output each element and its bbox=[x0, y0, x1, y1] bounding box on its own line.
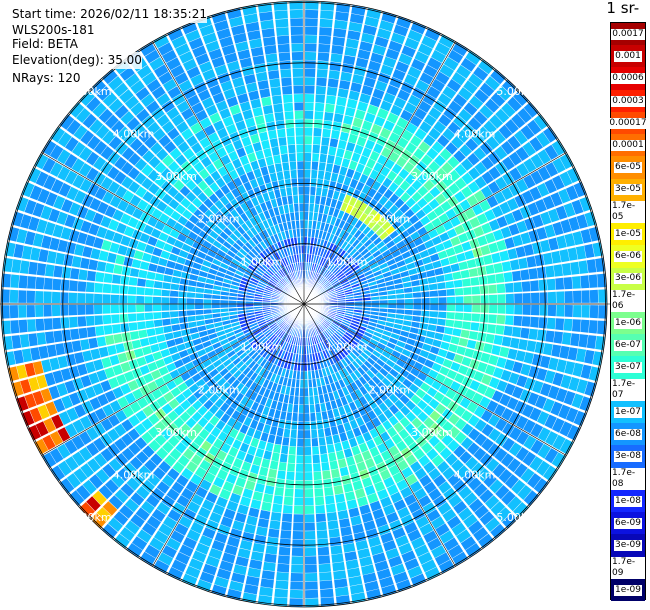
range-ring-labels: 1.00km 1.00km 1.00km 1.00km 2.00km 2.00km 2.00… bbox=[70, 85, 538, 524]
range-ring-label: 4.00km bbox=[113, 469, 155, 482]
colorbar-step: 0.0003 bbox=[611, 89, 645, 113]
range-ring-label: 1.00km bbox=[326, 255, 368, 268]
range-ring-label: 2.00km bbox=[198, 213, 240, 226]
range-ring-label: 3.00km bbox=[411, 170, 453, 183]
range-ring-label: 1.00km bbox=[326, 341, 368, 354]
range-ring-label: 5.00km bbox=[70, 511, 112, 524]
colorbar-tick-label: 0.0006 bbox=[611, 73, 645, 85]
colorbar-tick-label: 1e-07 bbox=[614, 406, 642, 418]
colorbar-step: 1.7e-08 bbox=[611, 467, 645, 491]
nrays-text: NRays: 120 bbox=[12, 71, 81, 85]
colorbar-step: 6e-08 bbox=[611, 423, 645, 446]
range-ring-label: 2.00km bbox=[369, 383, 411, 396]
colorbar-step: 1.7e-09 bbox=[611, 556, 645, 580]
colorbar-step: 3e-07 bbox=[611, 356, 645, 380]
colorbar-step: 1.7e-05 bbox=[611, 200, 645, 224]
start-time-text: Start time: 2026/02/11 18:35:21 bbox=[12, 6, 207, 23]
colorbar-tick-label: 6e-09 bbox=[614, 517, 642, 529]
ppi-scan-plot: 1.00km 1.00km 1.00km 1.00km 2.00km 2.00km 2.00… bbox=[0, 0, 610, 608]
range-ring-label: 5.00km bbox=[496, 85, 538, 98]
colorbar-tick-label: 1.7e-07 bbox=[611, 379, 645, 402]
colorbar-step: 3e-05 bbox=[611, 178, 645, 202]
range-ring-label: 4.00km bbox=[454, 128, 496, 141]
colorbar-step: 0.0006 bbox=[611, 67, 645, 91]
colorbar-tick-label: 1e-06 bbox=[614, 317, 642, 329]
range-ring-label: 1.00km bbox=[241, 341, 283, 354]
colorbar-tick-label: 3e-05 bbox=[614, 184, 642, 196]
colorbar-step: 0.001 bbox=[611, 45, 645, 68]
colorbar-tick-label: 6e-05 bbox=[614, 162, 642, 174]
colorbar-step: 6e-06 bbox=[611, 245, 645, 269]
colorbar-tick-label: 1e-05 bbox=[614, 228, 642, 240]
colorbar-step: 1.7e-06 bbox=[611, 289, 645, 313]
range-ring-label: 4.00km bbox=[113, 128, 155, 141]
colorbar-tick-label: 1e-09 bbox=[614, 584, 642, 596]
range-ring-label: 1.00km bbox=[241, 255, 283, 268]
colorbar-tick-label: 0.00017 bbox=[608, 117, 648, 129]
colorbar-step: 3e-06 bbox=[611, 267, 645, 291]
range-ring-label: 5.00km bbox=[496, 511, 538, 524]
colorbar-tick-label: 1.7e-08 bbox=[611, 467, 645, 490]
range-ring-label: 4.00km bbox=[454, 469, 496, 482]
colorbar-step: 1e-07 bbox=[611, 400, 645, 424]
range-ring-label: 2.00km bbox=[369, 213, 411, 226]
colorbar-step: 6e-05 bbox=[611, 156, 645, 180]
elevation-text: Elevation(deg): 35.00 bbox=[12, 52, 142, 69]
colorbar-tick-label: 1.7e-05 bbox=[611, 201, 645, 224]
range-ring-label: 2.00km bbox=[198, 383, 240, 396]
colorbar-step: 0.00017 bbox=[608, 111, 648, 135]
colorbar-step: 6e-07 bbox=[611, 334, 645, 357]
colorbar-title: -1 sr- bbox=[607, 0, 640, 17]
colorbar-step: 1e-06 bbox=[611, 312, 645, 335]
range-ring-label: 3.00km bbox=[155, 426, 197, 439]
colorbar-tick-label: 1.7e-09 bbox=[611, 556, 645, 579]
colorbar-tick-label: 3e-06 bbox=[614, 273, 642, 285]
colorbar-step: 0.0001 bbox=[611, 134, 645, 157]
range-rings bbox=[0, 0, 608, 608]
field-text: Field: BETA bbox=[12, 37, 78, 51]
colorbar-tick-label: 3e-07 bbox=[614, 362, 642, 374]
colorbar-tick-label: 6e-08 bbox=[614, 429, 642, 440]
colorbar-tick-label: 1e-08 bbox=[614, 495, 642, 507]
colorbar-step: 3e-08 bbox=[611, 445, 645, 469]
colorbar-tick-label: 0.0017 bbox=[611, 28, 645, 40]
range-ring-label: 3.00km bbox=[155, 170, 197, 183]
colorbar-tick-label: 1.7e-06 bbox=[611, 290, 645, 313]
range-ring-label: 3.00km bbox=[411, 426, 453, 439]
instrument-text: WLS200s-181 bbox=[12, 23, 95, 37]
colorbar-step: 1.7e-07 bbox=[611, 378, 645, 402]
colorbar-tick-label: 0.0003 bbox=[611, 95, 645, 107]
colorbar-tick-label: 3e-08 bbox=[614, 451, 642, 463]
colorbar-step: 1e-08 bbox=[611, 489, 645, 513]
range-ring-label: 5.00km bbox=[70, 85, 112, 98]
colorbar-step: 1e-09 bbox=[611, 578, 645, 602]
colorbar-tick-label: 0.0001 bbox=[611, 140, 645, 151]
colorbar-step: 0.0017 bbox=[611, 23, 645, 46]
azimuth-grid bbox=[0, 1, 610, 607]
colorbar: 0.0017 0.001 0.0006 0.0003 0.00017 0.0001 6e-0… bbox=[608, 22, 648, 602]
ppi-range-bins bbox=[1, 1, 607, 607]
colorbar-tick-label: 6e-06 bbox=[614, 251, 642, 263]
colorbar-tick-label: 6e-07 bbox=[614, 340, 642, 352]
colorbar-step: 3e-09 bbox=[611, 534, 645, 558]
colorbar-step: 6e-09 bbox=[611, 512, 645, 535]
colorbar-step: 1e-05 bbox=[611, 223, 645, 246]
colorbar-tick-label: 3e-09 bbox=[614, 540, 642, 552]
colorbar-tick-label: 0.001 bbox=[614, 51, 642, 63]
